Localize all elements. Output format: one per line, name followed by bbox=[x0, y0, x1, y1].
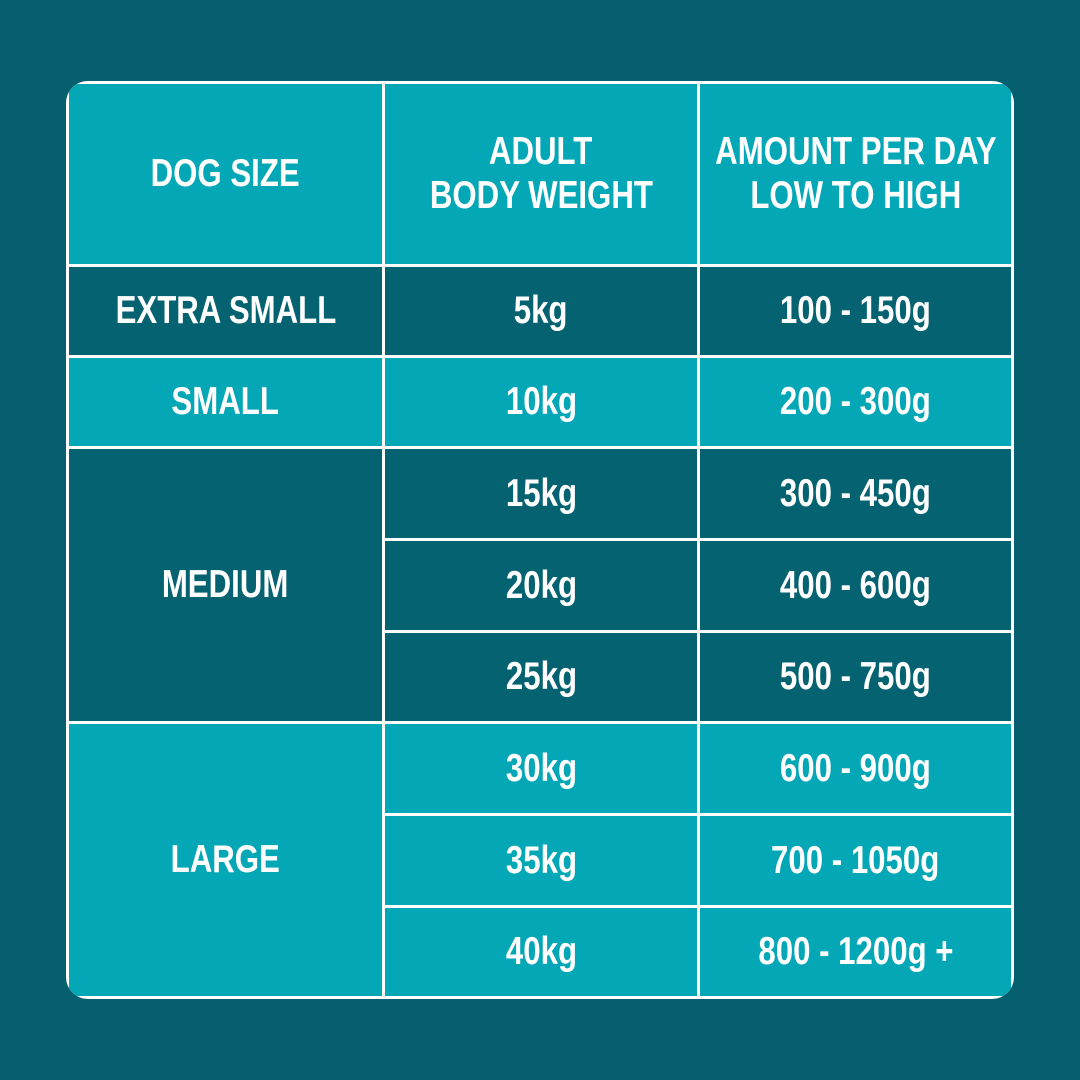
cell-text: ADULT bbox=[489, 130, 593, 173]
cell-text: 600 - 900g bbox=[780, 746, 931, 790]
cell-text: 25kg bbox=[505, 655, 577, 698]
header-cell: AMOUNT PER DAY LOW TO HIGH bbox=[700, 84, 1011, 264]
cell-text: MEDIUM bbox=[162, 563, 289, 606]
cell-text: 30kg bbox=[505, 746, 577, 790]
cell-text: 800 - 1200g + bbox=[757, 930, 954, 973]
cell-text: 20kg bbox=[505, 563, 577, 607]
cell-text: AMOUNT PER DAY bbox=[714, 130, 997, 173]
cell-text: 40kg bbox=[505, 930, 577, 973]
cell-text: 400 - 600g bbox=[780, 563, 931, 607]
amount-cell: 500 - 750g bbox=[700, 633, 1011, 721]
cell-text: 5kg bbox=[514, 289, 568, 332]
cell-text: DOG SIZE bbox=[150, 152, 301, 195]
weight-cell: 30kg bbox=[385, 724, 697, 813]
amount-cell: 400 - 600g bbox=[700, 541, 1011, 630]
cell-text: 35kg bbox=[505, 838, 577, 882]
amount-cell: 600 - 900g bbox=[700, 724, 1011, 813]
cell-text: LOW TO HIGH bbox=[750, 174, 961, 217]
amount-cell: 700 - 1050g bbox=[700, 816, 1011, 905]
cell-text: 10kg bbox=[505, 380, 577, 423]
cell-text: 500 - 750g bbox=[780, 655, 931, 698]
cell-text: 100 - 150g bbox=[780, 289, 931, 332]
header-cell: DOG SIZE bbox=[69, 84, 382, 264]
weight-cell: 40kg bbox=[385, 908, 697, 996]
dog-size-cell: LARGE bbox=[69, 724, 382, 996]
amount-cell: 800 - 1200g + bbox=[700, 908, 1011, 996]
dog-size-cell: MEDIUM bbox=[69, 449, 382, 721]
cell-text: 200 - 300g bbox=[780, 380, 931, 423]
cell-text: 15kg bbox=[505, 471, 577, 515]
weight-cell: 5kg bbox=[385, 267, 697, 355]
weight-cell: 10kg bbox=[385, 358, 697, 446]
dog-size-cell: SMALL bbox=[69, 358, 382, 446]
cell-text: SMALL bbox=[171, 380, 280, 423]
weight-cell: 20kg bbox=[385, 541, 697, 630]
feeding-table: DOG SIZE ADULT BODY WEIGHT AMOUNT PER DAY LO… bbox=[66, 81, 1014, 999]
cell-text: LARGE bbox=[170, 838, 281, 881]
weight-cell: 35kg bbox=[385, 816, 697, 905]
amount-cell: 300 - 450g bbox=[700, 449, 1011, 538]
header-cell: ADULT BODY WEIGHT bbox=[385, 84, 697, 264]
amount-cell: 100 - 150g bbox=[700, 267, 1011, 355]
weight-cell: 15kg bbox=[385, 449, 697, 538]
amount-cell: 200 - 300g bbox=[700, 358, 1011, 446]
cell-text: EXTRA SMALL bbox=[115, 289, 336, 332]
cell-text: 300 - 450g bbox=[780, 471, 931, 515]
cell-text: 700 - 1050g bbox=[771, 838, 940, 882]
cell-text: BODY WEIGHT bbox=[429, 174, 653, 217]
dog-size-cell: EXTRA SMALL bbox=[69, 267, 382, 355]
weight-cell: 25kg bbox=[385, 633, 697, 721]
